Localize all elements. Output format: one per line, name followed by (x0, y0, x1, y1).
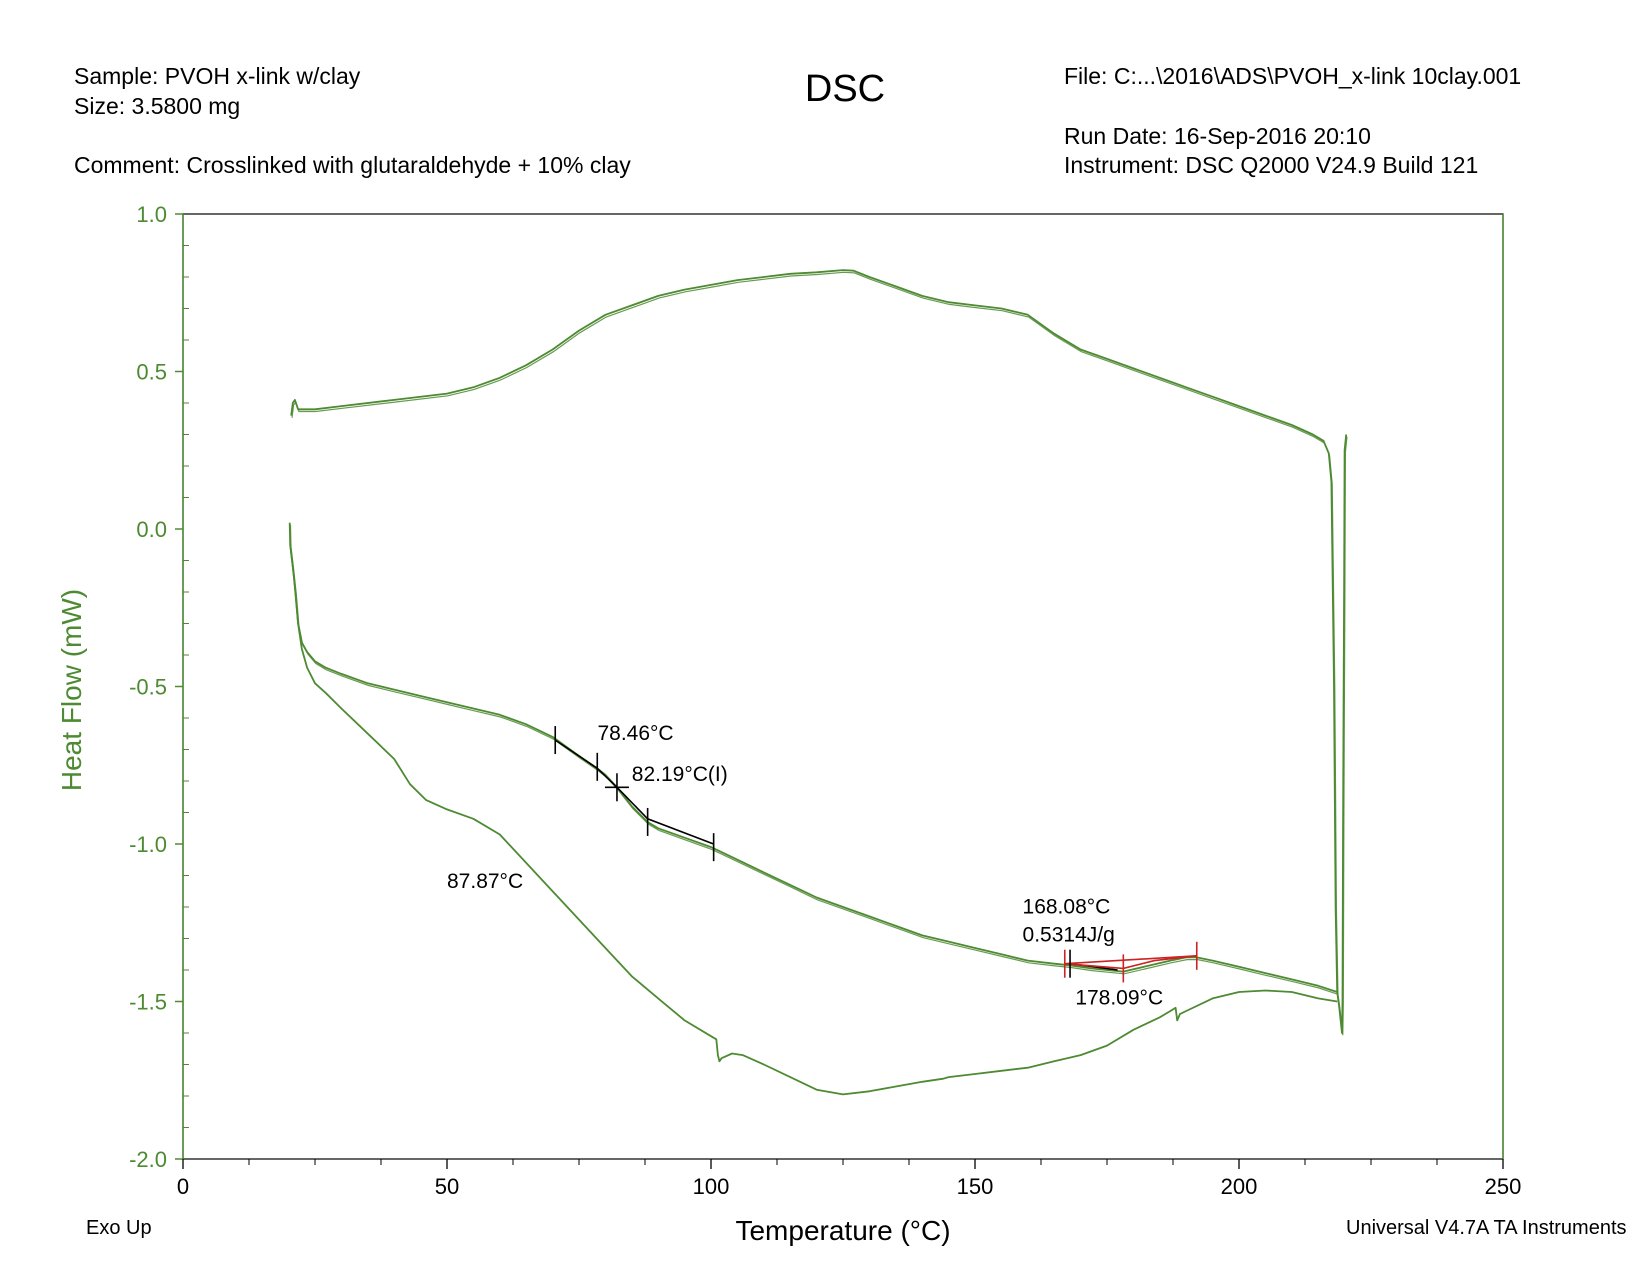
x-tick-label: 0 (177, 1174, 189, 1199)
annotation-label: 78.46°C (597, 722, 673, 745)
annotation-label: 82.19°C(I) (632, 763, 728, 786)
series-line-heating-2-replicate (289, 524, 1339, 995)
size-label: Size: 3.5800 mg (74, 93, 241, 119)
analysis-line-black (554, 739, 714, 845)
y-tick-label: -2.0 (129, 1147, 167, 1172)
annotation-label: 87.87°C (447, 870, 523, 893)
series-line-heating-2 (288, 522, 1338, 993)
y-tick-label: -1.0 (129, 832, 167, 857)
run-date-label: Run Date: 16-Sep-2016 20:10 (1064, 123, 1371, 149)
annotation-layer: 78.46°C 82.19°C(I) 87.87°C 168.08°C 0.5314J/… (447, 722, 1163, 1010)
x-major-ticks: 0 50 100 150 200 250 (177, 1159, 1521, 1199)
analysis-layer (554, 726, 1198, 983)
x-tick-label: 200 (1221, 1174, 1258, 1199)
series-line-cooling (290, 269, 1348, 1034)
x-axis-label: Temperature (°C) (735, 1215, 950, 1246)
exo-up-label: Exo Up (86, 1217, 152, 1239)
x-tick-label: 100 (693, 1174, 730, 1199)
file-label: File: C:...\2016\ADS\PVOH_x-link 10clay.… (1064, 63, 1522, 89)
y-minor-ticks (183, 245, 189, 1128)
annotation-label: 0.5314J/g (1023, 924, 1115, 947)
x-tick-label: 150 (957, 1174, 994, 1199)
y-tick-label: -0.5 (129, 675, 167, 700)
software-label: Universal V4.7A TA Instruments (1346, 1217, 1627, 1239)
annotation-label: 178.09°C (1075, 987, 1163, 1010)
series-line-cooling-replicate (291, 271, 1348, 1036)
instrument-label: Instrument: DSC Q2000 V24.9 Build 121 (1064, 152, 1479, 178)
y-tick-label: 1.0 (136, 202, 167, 227)
comment-label: Comment: Crosslinked with glutaraldehyde… (74, 152, 631, 178)
x-tick-label: 250 (1485, 1174, 1522, 1199)
chart-title: DSC (804, 68, 886, 110)
analysis-line-red (1064, 955, 1197, 965)
series-layer (288, 269, 1348, 1096)
sample-label: Sample: PVOH x-link w/clay (74, 63, 361, 89)
y-major-ticks: 1.0 0.5 0.0 -0.5 -1.0 -1.5 -2.0 (129, 202, 183, 1172)
y-axis-label: Heat Flow (mW) (56, 589, 87, 791)
x-tick-label: 50 (435, 1174, 459, 1199)
y-tick-label: -1.5 (129, 990, 167, 1015)
y-tick-label: 0.0 (136, 517, 167, 542)
annotation-label: 168.08°C (1023, 895, 1111, 918)
series-line-heating-1 (289, 544, 1338, 1096)
x-minor-ticks (248, 1159, 1438, 1165)
y-tick-label: 0.5 (136, 360, 167, 385)
analysis-line-red (1064, 955, 1197, 970)
